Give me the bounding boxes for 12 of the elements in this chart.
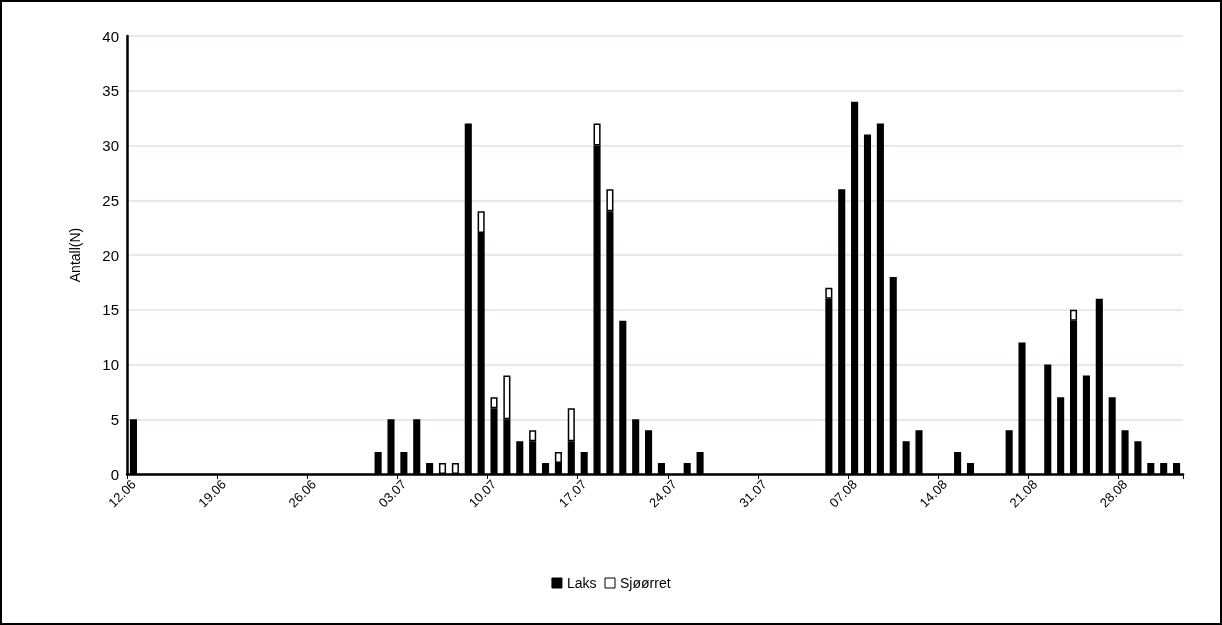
y-tick-label: 30 bbox=[102, 137, 119, 154]
y-tick-label: 35 bbox=[102, 82, 119, 100]
y-tick-label: 25 bbox=[102, 191, 119, 209]
y-tick-label: 20 bbox=[102, 246, 119, 264]
legend-label: Sjøørret bbox=[620, 575, 671, 591]
y-axis-title: Antall(N) bbox=[67, 227, 83, 283]
y-tick-label: 15 bbox=[102, 301, 119, 319]
y-tick-label: 40 bbox=[102, 27, 119, 45]
y-tick-label: 5 bbox=[110, 410, 119, 428]
y-tick-label: 0 bbox=[110, 465, 119, 483]
legend-label: Laks bbox=[566, 575, 597, 591]
y-tick-label: 10 bbox=[102, 356, 119, 373]
